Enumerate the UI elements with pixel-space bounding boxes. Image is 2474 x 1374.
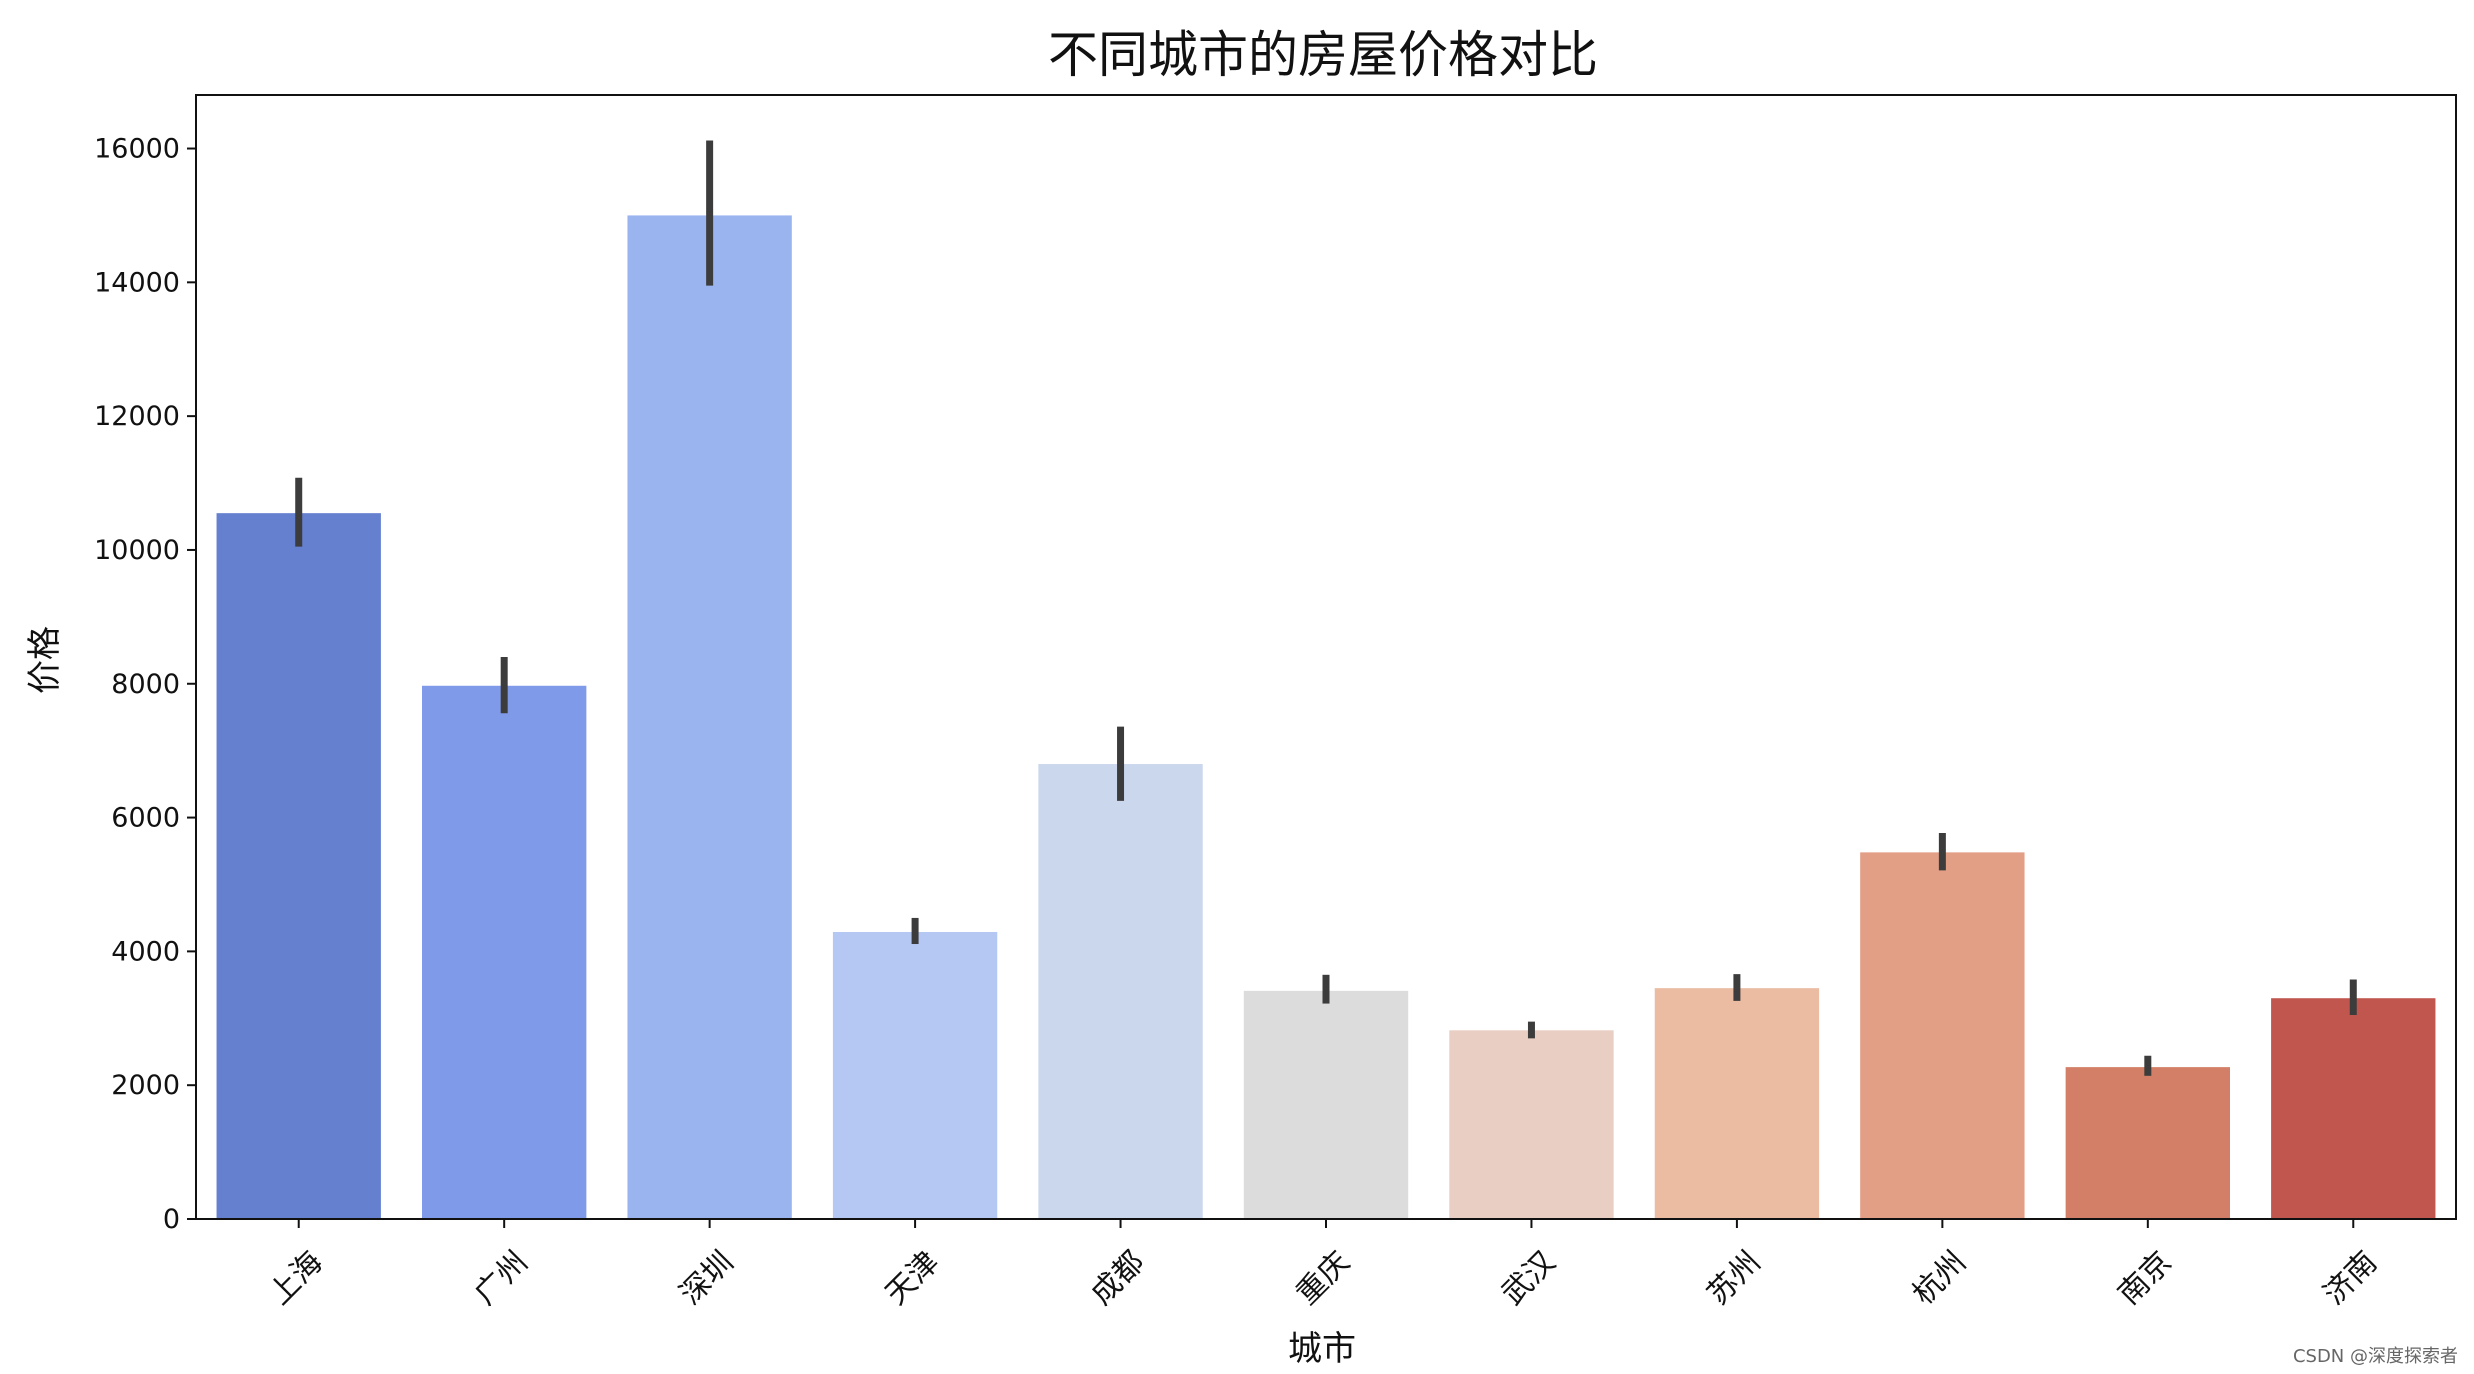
bar-广州 [422,685,587,1219]
bar-重庆 [1243,990,1409,1219]
watermark: CSDN @深度探索者 [2293,1346,2458,1367]
x-tick-label-深圳: 深圳 [673,1245,740,1312]
bar-武汉 [1449,1030,1614,1219]
bar-苏州 [1654,988,1820,1219]
x-tick-label-杭州: 杭州 [1906,1245,1973,1312]
x-tick-label-苏州: 苏州 [1701,1245,1768,1312]
y-tick-label: 14000 [94,267,180,298]
bar-济南 [2271,998,2436,1219]
y-tick-label: 16000 [94,134,180,165]
plot-frame [195,94,2457,1220]
y-tick-label: 8000 [111,669,180,700]
y-tick-label: 2000 [111,1070,180,1101]
x-tick-label-天津: 天津 [879,1245,946,1312]
x-tick-label-成都: 成都 [1084,1245,1151,1312]
x-tick-label-济南: 济南 [2317,1245,2384,1312]
x-tick-label-南京: 南京 [2112,1245,2179,1312]
plot-area: 0 2000 4000 6000 8000 10000 12000 14000 16000 上海 广… [94,134,2436,1312]
y-tick-label: 10000 [94,535,180,566]
bar-上海 [216,513,381,1219]
y-tick-label: 12000 [94,401,180,432]
bar-深圳 [627,215,792,1219]
bar-成都 [1038,764,1203,1219]
y-tick-label: 6000 [111,803,180,834]
y-tick-label: 4000 [111,936,180,967]
y-axis-label: 价格 [25,626,65,694]
x-tick-label-重庆: 重庆 [1290,1245,1357,1312]
x-axis-label: 城市 [1288,1329,1356,1369]
bar-天津 [832,931,998,1219]
bar-南京 [2065,1067,2230,1219]
x-tick-label-广州: 广州 [468,1245,535,1312]
x-tick-label-武汉: 武汉 [1495,1245,1562,1312]
bar-杭州 [1860,852,2025,1219]
x-tick-label-上海: 上海 [262,1245,329,1312]
y-tick-label: 0 [163,1204,180,1235]
chart-title: 不同城市的房屋价格对比 [1048,26,1598,84]
